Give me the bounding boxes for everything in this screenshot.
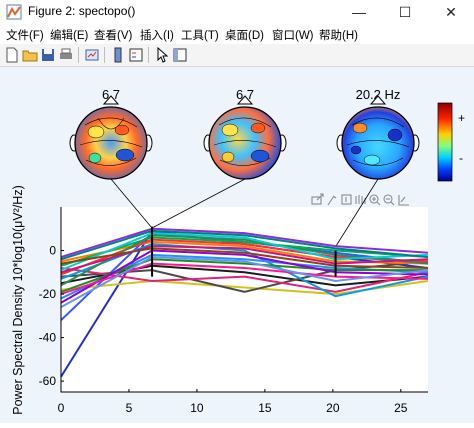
spectrum-line-21 [60, 229, 429, 261]
print-icon[interactable] [58, 47, 74, 63]
x-tick-label: 5 [126, 401, 133, 415]
spectrum-line-9 [60, 227, 429, 259]
x-tick-label: 25 [394, 401, 408, 415]
x-axis: 0 5 10 15 20 25 [58, 389, 408, 415]
figure-toolbar [0, 44, 474, 67]
colorbar-minus-label: - [459, 151, 463, 165]
spectrum-line-15 [60, 258, 428, 293]
x-tick-label: 10 [190, 401, 204, 415]
window-title: Figure 2: spectopo() [28, 4, 136, 18]
colorbar-plus-label: + [458, 111, 465, 125]
spectrum-line-18 [60, 247, 429, 269]
menu-help[interactable]: 帮助(H) [319, 30, 358, 42]
topomap-1 [69, 95, 153, 180]
menu-window[interactable]: 窗口(W) [272, 30, 314, 42]
y-axis: 0 -20 -40 -60 [39, 207, 428, 393]
brush-icon[interactable] [327, 195, 337, 206]
figure-svg: 6.7 6.7 20.2 Hz [11, 87, 465, 415]
x-tick-label: 0 [58, 401, 65, 415]
frequency-markers [151, 226, 337, 277]
save-icon[interactable] [40, 47, 56, 63]
topo-leader-line-2 [151, 178, 246, 229]
toolbar-separator [78, 47, 79, 63]
spectra-lines [60, 227, 429, 378]
data-tips-icon[interactable] [341, 194, 352, 205]
spectrum-line-6 [60, 266, 429, 293]
maximize-button[interactable]: ☐ [398, 4, 412, 20]
topomap-2 [203, 95, 287, 180]
menu-view[interactable]: 查看(V) [94, 30, 133, 42]
y-tick-label: -40 [39, 331, 57, 345]
zoom-in-icon[interactable] [369, 194, 381, 206]
spectrum-line-16 [60, 249, 429, 304]
new-figure-icon[interactable] [4, 47, 20, 63]
link-plot-icon[interactable] [84, 47, 100, 63]
spectrum-line-17 [60, 232, 429, 272]
menu-tools[interactable]: 工具(T) [181, 30, 219, 42]
insert-legend-icon[interactable] [128, 47, 144, 63]
open-file-icon[interactable] [22, 47, 38, 63]
x-tick-label: 20 [326, 401, 340, 415]
menu-file[interactable]: 文件(F) [6, 30, 44, 42]
topo-leader-line-1 [110, 178, 153, 229]
x-tick-label: 15 [258, 401, 272, 415]
topo-label-2: 6.7 [236, 87, 254, 102]
axis-lines [60, 207, 428, 393]
y-axis-label: Power Spectral Density 10*log10(μV²/Hz) [11, 185, 25, 415]
close-button[interactable]: ✕ [445, 4, 457, 20]
menu-bar: 文件(F) 编辑(E) 查看(V) 插入(I) 工具(T) 桌面(D) 窗口(W… [0, 24, 474, 44]
y-tick-label: 0 [49, 244, 56, 258]
toolbar-separator [104, 47, 105, 63]
colorbar [437, 102, 453, 182]
export-icon[interactable] [311, 193, 324, 205]
y-tick-label: -20 [39, 287, 57, 301]
restore-view-icon[interactable] [398, 195, 409, 206]
pan-icon[interactable] [355, 195, 366, 204]
toolbar-separator [148, 47, 149, 63]
menu-edit[interactable]: 编辑(E) [50, 30, 89, 42]
spectrum-line-13 [60, 245, 429, 274]
menu-desktop[interactable]: 桌面(D) [225, 30, 264, 42]
insert-colorbar-icon[interactable] [110, 47, 126, 63]
menu-insert[interactable]: 插入(I) [140, 30, 174, 42]
title-bar: Figure 2: spectopo() — ☐ ✕ [0, 0, 474, 25]
topomap-3 [336, 95, 420, 180]
topo-leader-line-3 [335, 178, 379, 247]
spectrum-line-20 [60, 256, 429, 308]
matlab-figure-icon [6, 4, 22, 20]
pointer-icon[interactable] [154, 47, 170, 63]
topo-label-1: 6.7 [102, 87, 120, 102]
axes-toolbar [311, 193, 409, 206]
y-tick-label: -60 [39, 374, 57, 388]
spectrum-line-8 [60, 236, 429, 267]
zoom-out-icon[interactable] [383, 194, 395, 206]
topo-label-3: 20.2 Hz [356, 87, 401, 102]
property-inspector-icon[interactable] [172, 47, 188, 63]
minimize-button[interactable]: — [352, 4, 366, 20]
figure-canvas: 6.7 6.7 20.2 Hz [0, 67, 474, 423]
